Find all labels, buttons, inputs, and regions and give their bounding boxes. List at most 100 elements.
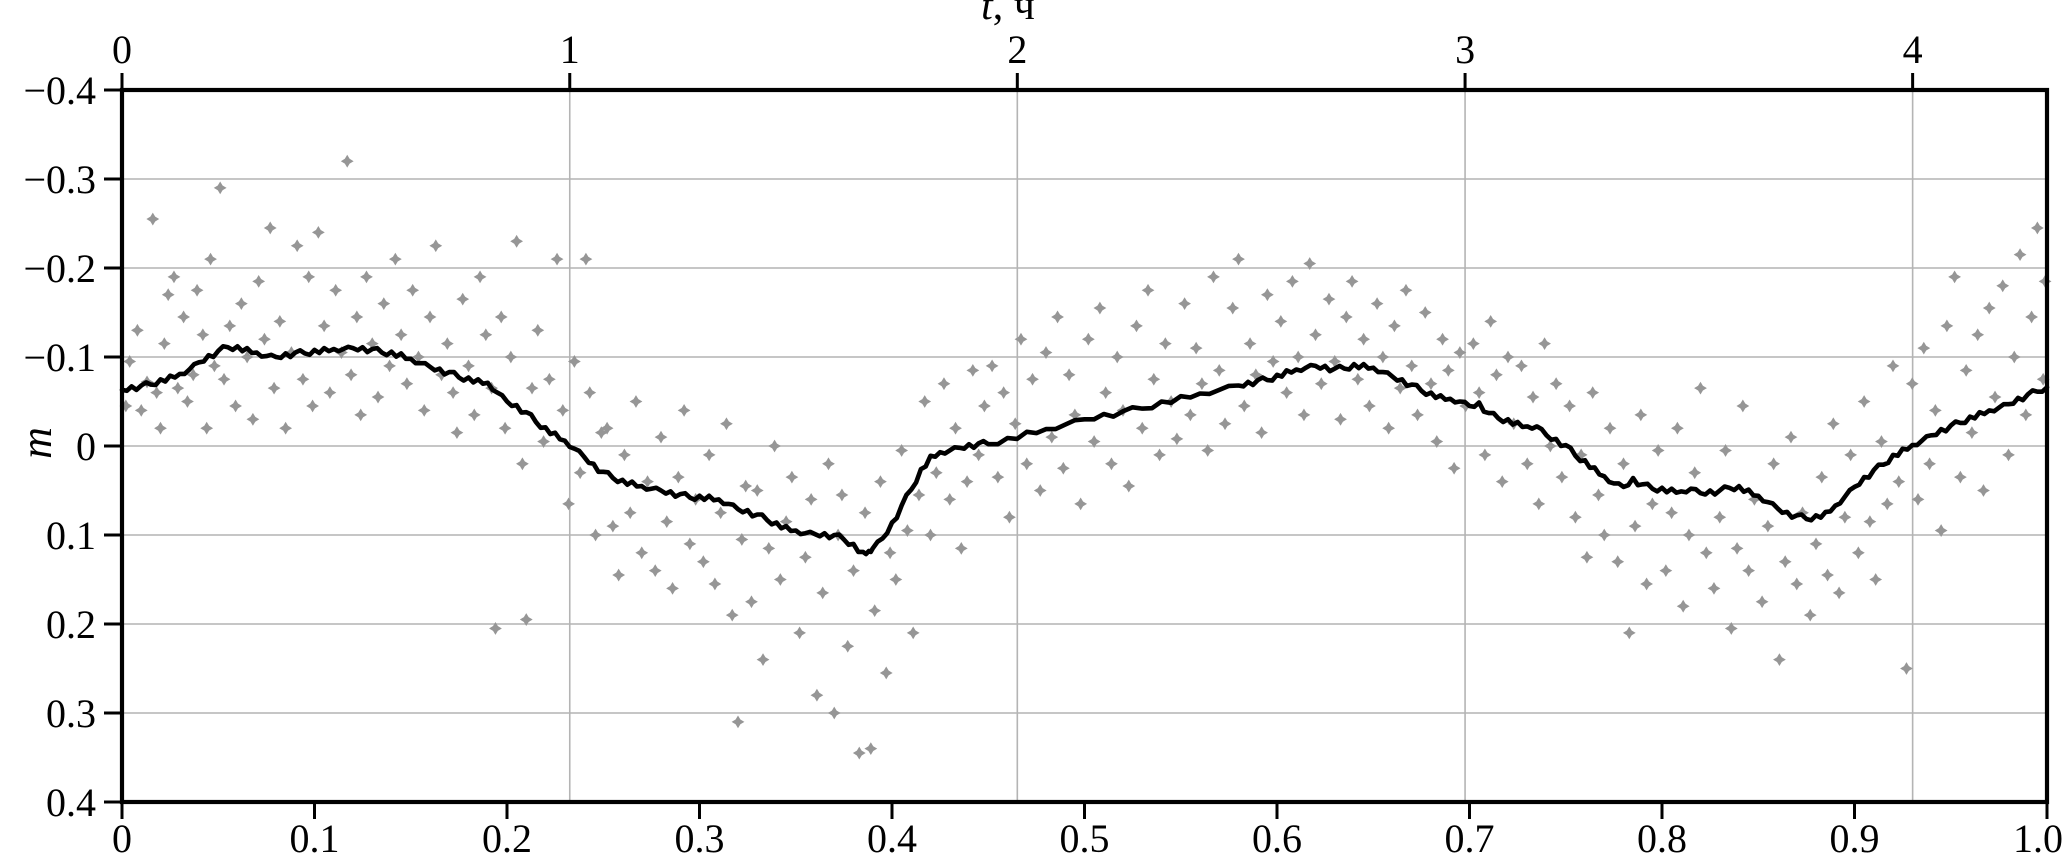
scatter-point	[1773, 653, 1786, 666]
scatter-point	[186, 368, 200, 382]
scatter-point	[1339, 310, 1353, 324]
scatter-point	[972, 448, 986, 462]
scatter-point	[1110, 350, 1124, 364]
scatter-point	[531, 323, 545, 337]
scatter-point	[1309, 328, 1322, 342]
scatter-point	[1045, 430, 1059, 444]
scatter-point	[1622, 626, 1636, 640]
scatter-point	[1563, 399, 1576, 413]
scatter-point	[456, 292, 470, 306]
scatter-point	[131, 323, 144, 337]
scatter-point	[181, 395, 194, 408]
scatter-point	[847, 564, 860, 577]
scatter-point	[1135, 421, 1149, 435]
scatter-point	[1424, 377, 1438, 391]
scatter-point	[720, 417, 733, 431]
scatter-point	[1014, 332, 1028, 346]
scatter-point	[1382, 421, 1396, 435]
scatter-point	[550, 252, 564, 266]
scatter-point	[991, 470, 1005, 484]
x-tick-label: 0.6	[1252, 816, 1302, 859]
scatter-point	[1363, 399, 1376, 413]
scatter-point	[1886, 359, 1900, 373]
scatter-point	[2036, 372, 2050, 386]
scatter-point	[1099, 386, 1113, 399]
scatter-point	[756, 653, 770, 666]
scatter-point	[371, 390, 385, 404]
scatter-point	[516, 457, 529, 471]
scatter-point	[858, 506, 872, 520]
scatter-point	[929, 466, 943, 480]
scatter-point	[1490, 368, 1503, 382]
scatter-point	[1243, 337, 1257, 351]
top-axis-title: t, ч	[981, 0, 1035, 27]
scatter-point	[1249, 368, 1263, 382]
scatter-point	[579, 252, 593, 266]
scatter-point	[1724, 622, 1738, 635]
scatter-point	[1923, 457, 1936, 471]
scatter-point	[1977, 484, 1990, 497]
scatter-point	[924, 528, 937, 542]
scatter-point	[816, 586, 830, 600]
scatter-point	[1719, 444, 1732, 457]
scatter-point	[171, 381, 185, 395]
scatter-point	[1778, 555, 1792, 569]
scatter-point	[1370, 297, 1384, 310]
scatter-point	[562, 497, 575, 511]
scatter-point	[150, 386, 164, 399]
scatter-point	[1671, 421, 1684, 435]
scatter-point	[1105, 457, 1118, 471]
scatter-point	[1948, 270, 1961, 284]
scatter-point	[883, 546, 897, 560]
scatter-point	[1767, 457, 1781, 471]
scatter-point	[1447, 461, 1461, 475]
scatter-point	[542, 372, 556, 386]
y-tick-label: 0	[76, 424, 96, 469]
scatter-point	[1815, 470, 1829, 484]
scatter-point	[906, 626, 920, 640]
y-tick-label: −0.4	[23, 68, 96, 113]
scatter-point	[1388, 319, 1401, 333]
scatter-point	[1501, 350, 1515, 364]
scatter-point	[1207, 270, 1220, 284]
scatter-point	[1543, 439, 1557, 453]
scatter-point	[864, 742, 878, 755]
scatter-point	[683, 537, 697, 551]
scatter-point	[252, 274, 266, 288]
scatter-point	[677, 404, 691, 417]
scatter-point	[1742, 564, 1756, 577]
top-tick-label: 3	[1455, 27, 1475, 72]
scatter-point	[889, 573, 903, 586]
scatter-point	[1694, 381, 1707, 395]
scatter-point	[240, 350, 254, 364]
scatter-point	[785, 470, 799, 484]
scatter-point	[462, 359, 475, 373]
scatter-point	[1411, 408, 1424, 422]
scatter-point	[383, 359, 396, 373]
scatter-point	[510, 234, 524, 248]
scatter-point	[323, 386, 337, 399]
scatter-point	[1611, 555, 1625, 569]
y-tick-label: −0.2	[23, 246, 96, 291]
scatter-point	[311, 226, 325, 239]
scatter-point	[1314, 377, 1328, 391]
scatter-point	[1056, 461, 1070, 475]
scatter-point	[739, 479, 753, 493]
scatter-point	[1328, 355, 1342, 368]
scatter-point	[827, 706, 841, 720]
scatter-point	[400, 377, 414, 391]
scatter-point	[629, 395, 643, 408]
scatter-point	[388, 252, 402, 266]
scatter-point	[1436, 332, 1449, 346]
scatter-point	[1260, 288, 1274, 302]
scatter-point	[1875, 435, 1888, 448]
scatter-point	[654, 430, 668, 444]
scatter-point	[1971, 328, 1985, 342]
scatter-point	[1430, 435, 1444, 448]
scatter-point	[537, 435, 550, 448]
scatter-point	[177, 310, 190, 324]
scatter-point	[618, 448, 631, 462]
y-tick-label: 0.4	[46, 780, 96, 825]
scatter-point	[1934, 524, 1948, 537]
